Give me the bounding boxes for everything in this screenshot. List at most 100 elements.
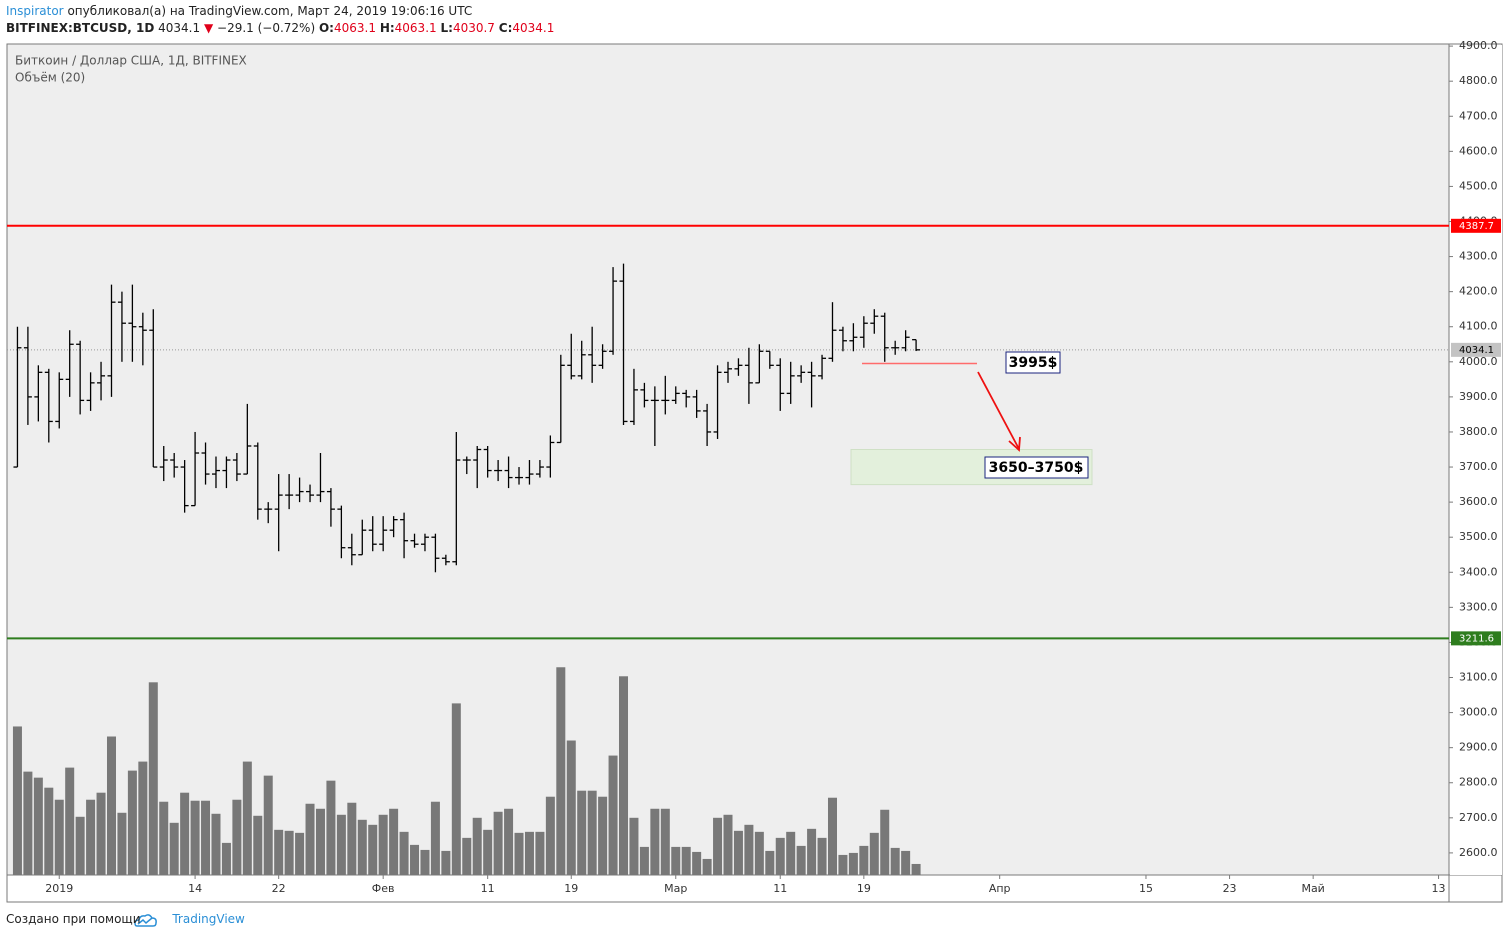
ohlc-bar [535, 460, 544, 478]
ohlc-bar [128, 284, 137, 362]
x-tick-label: 11 [773, 882, 787, 895]
ohlc-bar [577, 340, 586, 380]
x-tick-label: 11 [481, 882, 495, 895]
volume-bar [869, 832, 879, 875]
ohlc-value: 4063.1 [333, 21, 376, 35]
ohlc-bar [159, 445, 168, 482]
ohlc-bar [368, 516, 377, 552]
y-tick-label: 4300.0 [1459, 250, 1498, 263]
volume-bar [336, 814, 346, 875]
ohlc-bar [671, 386, 680, 404]
target-label-box [1005, 351, 1061, 374]
ohlc-bar [515, 467, 524, 485]
ohlc-bar [253, 442, 262, 520]
volume-bar [901, 850, 911, 875]
ohlc-bar [755, 344, 764, 384]
ohlc-bar [191, 431, 200, 507]
level-label: 4387.7 [1459, 221, 1494, 232]
ohlc-bar [316, 453, 325, 503]
y-tick-label: 2800.0 [1459, 776, 1498, 789]
ohlc-bar [65, 330, 74, 397]
y-tick-label: 4600.0 [1459, 144, 1498, 157]
volume-bar [65, 767, 75, 875]
x-tick-label: Апр [989, 882, 1011, 895]
ohlc-value: 4034.1 [512, 21, 555, 35]
tv-logo [134, 914, 157, 927]
volume-bar [284, 830, 294, 875]
volume-bar [148, 682, 158, 875]
volume-bar [733, 830, 743, 875]
ohlc-bar [703, 403, 712, 446]
ohlc-bar [347, 533, 356, 566]
volume-bar [754, 831, 764, 875]
ohlc-bar [546, 435, 555, 478]
volume-bar [368, 824, 378, 875]
ohlc-bar [797, 365, 806, 383]
ohlc-key: O: [318, 21, 334, 35]
volume-bar [514, 832, 524, 875]
ohlc-bar [682, 389, 691, 408]
y-tick-label: 2700.0 [1459, 811, 1498, 824]
ohlc-bar [912, 339, 921, 352]
pane [7, 44, 1449, 875]
last: 4034.1 [158, 21, 201, 35]
volume-bar [44, 787, 54, 875]
ohlc-bar [107, 284, 116, 397]
x-tick-label: 2019 [45, 882, 73, 895]
ohlc-bar [504, 456, 513, 489]
volume-bar [23, 771, 33, 875]
y-tick-label: 3000.0 [1459, 706, 1498, 719]
volume-bar [702, 858, 712, 875]
zone-label: 3650–3750$ [989, 460, 1084, 476]
volume-bar [138, 761, 148, 875]
ohlc-bar [138, 312, 147, 366]
ohlc-bar [734, 358, 743, 376]
volume-bar [127, 770, 137, 875]
volume-bar [242, 761, 252, 875]
author: Inspirator [6, 4, 64, 18]
ohlc-bar [441, 554, 450, 566]
x-tick-label: 14 [188, 882, 202, 895]
arrow-head [1008, 436, 1021, 452]
ohlc-bar [807, 361, 816, 408]
header-line-2: BITFINEX:BTCUSD, 1D 4034.1 ▼ −29.1 (−0.7… [6, 21, 554, 35]
ohlc-bar [724, 361, 732, 383]
footer: Создано при помощи TradingView [6, 912, 245, 926]
volume-bar [399, 831, 409, 875]
ohlc-bar [838, 326, 847, 352]
legend-volume: Объём (20) [15, 71, 85, 85]
volume-bar [430, 801, 440, 875]
volume-bar [169, 822, 179, 875]
ohlc-bar [598, 344, 607, 369]
symbol: BITFINEX:BTCUSD, 1D [6, 21, 155, 35]
ohlc-bar [619, 263, 628, 425]
volume-bar [96, 792, 106, 875]
volume-bar [786, 831, 796, 875]
volume-bar [650, 808, 660, 875]
y-tick-label: 3100.0 [1459, 671, 1498, 684]
ohlc-key: L: [440, 21, 453, 35]
x-tick-label: 19 [564, 882, 578, 895]
y-tick-label: 3700.0 [1459, 460, 1498, 473]
ohlc-bar [243, 403, 252, 475]
volume-bar [295, 832, 305, 875]
volume-bar [775, 837, 785, 875]
ohlc-bar [462, 456, 471, 475]
y-tick-label: 3900.0 [1459, 390, 1498, 403]
ohlc-bar [483, 445, 492, 478]
volume-bar [106, 736, 116, 875]
ohlc-bar [880, 312, 889, 362]
volume-bar [159, 801, 169, 875]
ohlc-bar [97, 361, 106, 401]
ohlc-bar [891, 340, 900, 355]
ohlc-bar [211, 456, 220, 489]
ohlc-bar [149, 309, 158, 468]
ohlc-bar [86, 372, 95, 411]
level-label-bg [1451, 631, 1501, 646]
footer-brand[interactable]: TradingView [172, 912, 245, 926]
volume-bar [33, 777, 43, 875]
y-tick-label: 4700.0 [1459, 109, 1498, 122]
volume-bar [723, 814, 733, 875]
ohlc-bar [629, 368, 638, 425]
volume-bar [880, 809, 890, 875]
